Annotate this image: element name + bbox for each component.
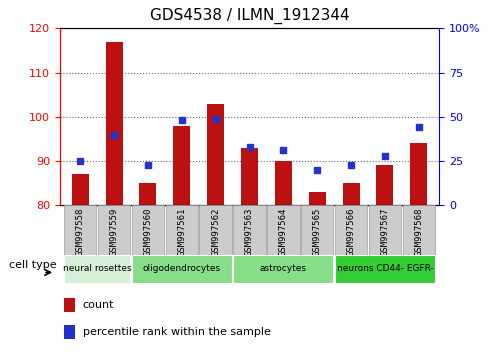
Bar <box>64 325 75 339</box>
Bar <box>309 192 326 205</box>
FancyBboxPatch shape <box>301 205 333 255</box>
Text: GSM997561: GSM997561 <box>177 208 186 256</box>
FancyBboxPatch shape <box>200 205 232 255</box>
FancyBboxPatch shape <box>132 256 232 282</box>
Text: GSM997565: GSM997565 <box>313 208 322 256</box>
FancyBboxPatch shape <box>335 256 435 282</box>
Bar <box>106 42 123 205</box>
Bar <box>64 298 75 312</box>
Bar <box>207 104 224 205</box>
Text: GSM997560: GSM997560 <box>143 208 152 256</box>
Bar <box>241 148 258 205</box>
FancyBboxPatch shape <box>64 256 130 282</box>
FancyBboxPatch shape <box>335 205 367 255</box>
Bar <box>343 183 360 205</box>
Bar <box>139 183 156 205</box>
Text: GSM997564: GSM997564 <box>279 208 288 256</box>
FancyBboxPatch shape <box>267 205 299 255</box>
Bar <box>173 126 190 205</box>
FancyBboxPatch shape <box>233 256 333 282</box>
Bar <box>410 143 427 205</box>
FancyBboxPatch shape <box>64 205 96 255</box>
FancyBboxPatch shape <box>166 205 198 255</box>
Bar <box>72 175 89 205</box>
Text: astrocytes: astrocytes <box>260 264 307 273</box>
Text: GSM997558: GSM997558 <box>76 208 85 256</box>
Text: GSM997567: GSM997567 <box>380 208 389 256</box>
FancyBboxPatch shape <box>132 205 164 255</box>
Text: GSM997562: GSM997562 <box>211 208 220 256</box>
Text: GSM997563: GSM997563 <box>245 208 254 256</box>
Title: GDS4538 / ILMN_1912344: GDS4538 / ILMN_1912344 <box>150 8 349 24</box>
Text: percentile rank within the sample: percentile rank within the sample <box>83 327 270 337</box>
Text: GSM997566: GSM997566 <box>347 208 356 256</box>
Bar <box>275 161 292 205</box>
Text: count: count <box>83 300 114 310</box>
Text: oligodendrocytes: oligodendrocytes <box>143 264 221 273</box>
FancyBboxPatch shape <box>233 205 266 255</box>
Bar <box>376 166 393 205</box>
FancyBboxPatch shape <box>369 205 401 255</box>
FancyBboxPatch shape <box>98 205 130 255</box>
Text: GSM997559: GSM997559 <box>110 208 119 256</box>
Text: cell type: cell type <box>9 260 57 270</box>
Text: neural rosettes: neural rosettes <box>63 264 131 273</box>
FancyBboxPatch shape <box>403 205 435 255</box>
Text: GSM997568: GSM997568 <box>414 208 423 256</box>
Text: neurons CD44- EGFR-: neurons CD44- EGFR- <box>336 264 433 273</box>
